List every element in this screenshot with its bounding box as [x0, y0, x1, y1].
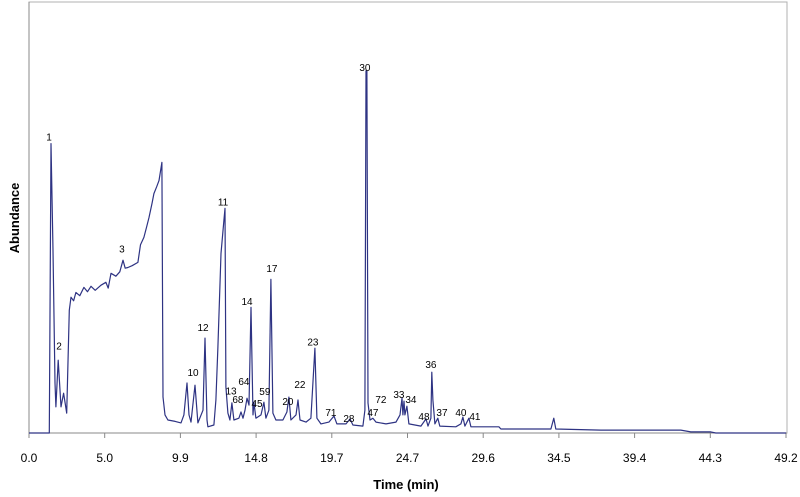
peak-label: 36 — [425, 360, 437, 371]
x-tick-label: 49.2 — [774, 451, 798, 465]
x-tick-label: 0.0 — [21, 451, 38, 465]
x-tick-label: 34.5 — [547, 451, 571, 465]
peak-label: 48 — [418, 412, 430, 423]
peak-label: 45 — [251, 399, 263, 410]
x-tick-label: 39.4 — [623, 451, 647, 465]
peak-label: 72 — [375, 395, 387, 406]
peak-label: 11 — [218, 198, 229, 209]
x-axis-title: Time (min) — [373, 477, 439, 492]
peak-label: 1 — [46, 133, 52, 144]
x-tick-label: 14.8 — [244, 451, 268, 465]
peak-label: 40 — [455, 408, 467, 419]
peak-label: 3 — [119, 244, 125, 255]
peak-label: 64 — [238, 377, 250, 388]
x-tick-label: 44.3 — [699, 451, 723, 465]
peak-label: 47 — [367, 408, 379, 419]
peak-label: 34 — [405, 395, 417, 406]
peak-label: 37 — [436, 408, 448, 419]
x-tick-label: 19.7 — [320, 451, 344, 465]
x-tick-label: 5.0 — [96, 451, 113, 465]
peak-label: 30 — [359, 63, 371, 74]
peak-label: 22 — [294, 380, 306, 391]
x-tick-label: 9.9 — [172, 451, 189, 465]
y-axis-title: Abundance — [7, 183, 22, 254]
chromatogram-trace — [29, 70, 786, 434]
peak-label: 12 — [197, 323, 209, 334]
peak-label: 68 — [232, 395, 244, 406]
x-tick-label: 24.7 — [396, 451, 420, 465]
peak-label: 17 — [266, 264, 278, 275]
peak-label: 41 — [469, 412, 481, 423]
peak-label: 23 — [307, 337, 319, 348]
peak-label: 2 — [56, 341, 62, 352]
peak-label: 71 — [325, 408, 337, 419]
peak-label: 10 — [187, 368, 199, 379]
x-tick-label: 29.6 — [472, 451, 496, 465]
peak-label: 33 — [393, 390, 405, 401]
plot-frame — [28, 1, 788, 434]
peak-label: 13 — [225, 386, 237, 397]
peak-label: 14 — [241, 297, 253, 308]
peak-label: 28 — [343, 414, 355, 425]
peak-label: 20 — [282, 397, 294, 408]
peak-label: 59 — [259, 387, 271, 398]
